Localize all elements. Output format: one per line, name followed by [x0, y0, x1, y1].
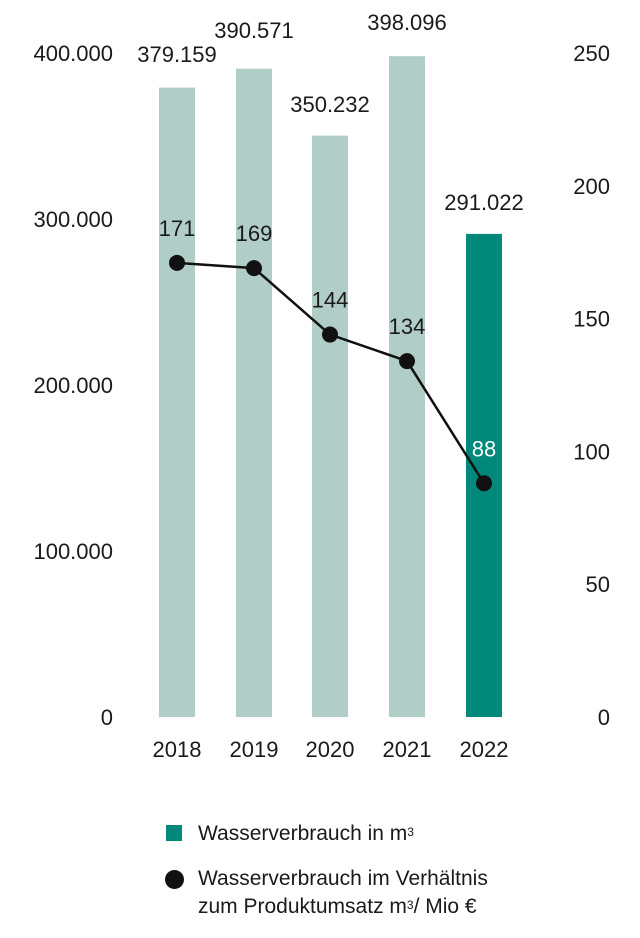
line-value-label: 144 — [312, 288, 349, 313]
line-point — [322, 326, 338, 343]
y-right-tick-label: 250 — [573, 41, 610, 66]
bar-value-label: 291.022 — [444, 190, 524, 215]
legend-bar-label: Wasserverbrauch in m — [198, 822, 408, 845]
line-value-label: 88 — [472, 436, 496, 461]
y-right-tick-label: 50 — [586, 572, 610, 597]
chart-legend: Wasserverbrauch in m3 Wasserverbrauch im… — [160, 820, 488, 938]
bar-value-label: 379.159 — [137, 42, 217, 67]
x-tick-label: 2022 — [460, 737, 509, 762]
y-left-tick-label: 300.000 — [33, 207, 113, 232]
line-value-label: 169 — [236, 221, 273, 246]
y-left-tick-label: 0 — [101, 705, 113, 730]
bar — [236, 68, 272, 717]
line-value-label: 134 — [389, 314, 426, 339]
x-tick-label: 2020 — [306, 737, 355, 762]
legend-line-label-2a: zum Produktumsatz m — [198, 895, 407, 918]
line-value-label: 171 — [159, 216, 196, 241]
bar — [312, 135, 348, 718]
bar — [159, 87, 195, 717]
y-right-tick-label: 200 — [573, 174, 610, 199]
combo-chart: 0 100.000 200.000 300.000 400.000 0 50 100 150 20… — [33, 10, 610, 762]
legend-item-water-ratio: Wasserverbrauch im Verhältnis zum Produk… — [160, 865, 488, 921]
bar-value-label: 390.571 — [214, 18, 294, 43]
legend-item-water-consumption: Wasserverbrauch in m3 — [160, 820, 488, 848]
bar-value-label: 398.096 — [367, 10, 447, 35]
y-left-tick-label: 200.000 — [33, 373, 113, 398]
y-left-tick-label: 100.000 — [33, 539, 113, 564]
y-right-tick-label: 0 — [598, 705, 610, 730]
legend-line-label-2b: / Mio € — [413, 895, 477, 918]
y-right-tick-label: 100 — [573, 439, 610, 464]
legend-square-marker — [166, 825, 182, 841]
x-tick-label: 2019 — [230, 737, 279, 762]
y-right-tick-label: 150 — [573, 307, 610, 332]
line-point — [246, 260, 262, 277]
line-point — [399, 353, 415, 370]
bar — [389, 56, 425, 717]
legend-line-label-sup: 3 — [406, 898, 414, 912]
line-point — [476, 475, 492, 492]
legend-line-label-1: Wasserverbrauch im Verhältnis — [198, 867, 488, 890]
line-point — [169, 254, 185, 271]
x-tick-label: 2021 — [383, 737, 432, 762]
legend-bar-label-sup: 3 — [407, 825, 414, 839]
legend-dot-marker — [164, 870, 184, 889]
bar-value-label: 350.232 — [290, 92, 370, 117]
y-left-tick-label: 400.000 — [33, 41, 113, 66]
x-tick-label: 2018 — [153, 737, 202, 762]
